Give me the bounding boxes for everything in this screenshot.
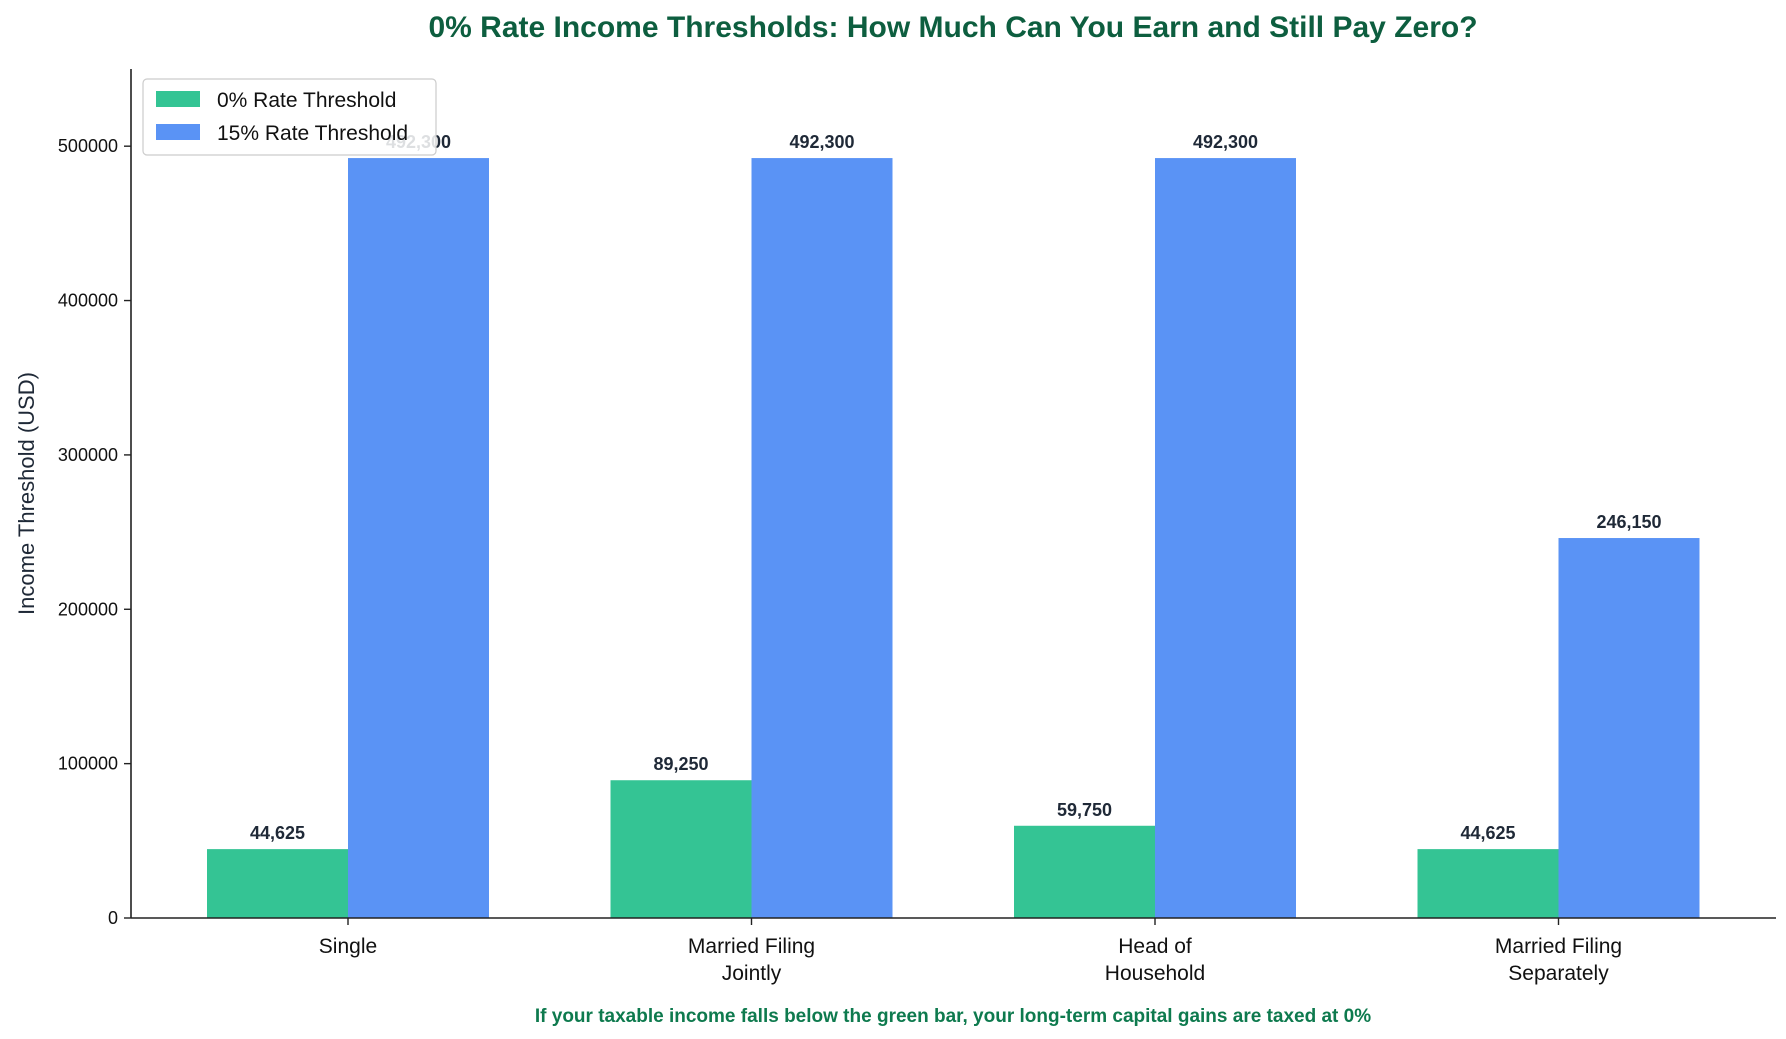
y-axis-title: Income Threshold (USD) bbox=[14, 372, 39, 615]
bar-value-label: 44,625 bbox=[1460, 823, 1515, 843]
bar-fifteen-rate-0 bbox=[348, 158, 489, 919]
bar-zero-rate-3 bbox=[1417, 849, 1559, 918]
x-category-label-line: Married Filing bbox=[1495, 935, 1622, 958]
bar-value-label: 89,250 bbox=[653, 754, 708, 774]
y-tick-label: 100000 bbox=[58, 754, 118, 774]
bars bbox=[207, 158, 1700, 919]
legend-box bbox=[142, 78, 437, 156]
legend-label-0-percent: 0% Rate Threshold bbox=[217, 89, 396, 112]
bar-value-label: 492,300 bbox=[1193, 132, 1258, 152]
x-category-label: Head of Household bbox=[1105, 935, 1205, 985]
bar-zero-rate-0 bbox=[207, 849, 348, 918]
y-axis-ticks: 0 100000 200000 300000 400000 500000 bbox=[58, 136, 131, 928]
bar-fifteen-rate-3 bbox=[1558, 538, 1700, 918]
bar-value-label: 246,150 bbox=[1596, 512, 1661, 532]
legend-label-15-percent: 15% Rate Threshold bbox=[217, 122, 408, 145]
x-category-label-line: Household bbox=[1105, 962, 1205, 985]
legend-swatch-15-percent bbox=[156, 124, 200, 140]
bar-value-label: 492,300 bbox=[789, 132, 854, 152]
x-category-label-line: Married Filing bbox=[688, 935, 815, 958]
x-category-label: Married Filing Jointly bbox=[688, 935, 815, 985]
y-tick-label: 0 bbox=[108, 908, 118, 928]
chart-footnote: If your taxable income falls below the g… bbox=[535, 1006, 1371, 1027]
legend-swatch-0-percent bbox=[156, 91, 200, 107]
y-tick-label: 300000 bbox=[58, 445, 118, 465]
bar-value-label: 59,750 bbox=[1057, 800, 1112, 820]
x-category-label: Single bbox=[319, 935, 377, 958]
legend: 0% Rate Threshold 15% Rate Threshold bbox=[142, 78, 437, 156]
y-tick-label: 200000 bbox=[58, 599, 118, 619]
bar-fifteen-rate-1 bbox=[751, 158, 893, 919]
x-category-label-line: Separately bbox=[1508, 962, 1609, 985]
x-category-label: Married Filing Separately bbox=[1495, 935, 1622, 985]
bar-zero-rate-1 bbox=[610, 780, 752, 918]
bar-fifteen-rate-2 bbox=[1155, 158, 1296, 919]
bar-zero-rate-2 bbox=[1014, 825, 1155, 918]
x-category-label-line: Jointly bbox=[722, 962, 782, 985]
x-category-label-line: Single bbox=[319, 935, 377, 958]
chart-title: 0% Rate Income Thresholds: How Much Can … bbox=[428, 11, 1477, 44]
x-axis-category-labels: Single Married Filing Jointly Head of Househ… bbox=[319, 918, 1622, 985]
y-tick-label: 500000 bbox=[58, 136, 118, 156]
y-tick-label: 400000 bbox=[58, 291, 118, 311]
bar-value-label: 44,625 bbox=[250, 823, 305, 843]
x-category-label-line: Head of bbox=[1118, 935, 1192, 958]
